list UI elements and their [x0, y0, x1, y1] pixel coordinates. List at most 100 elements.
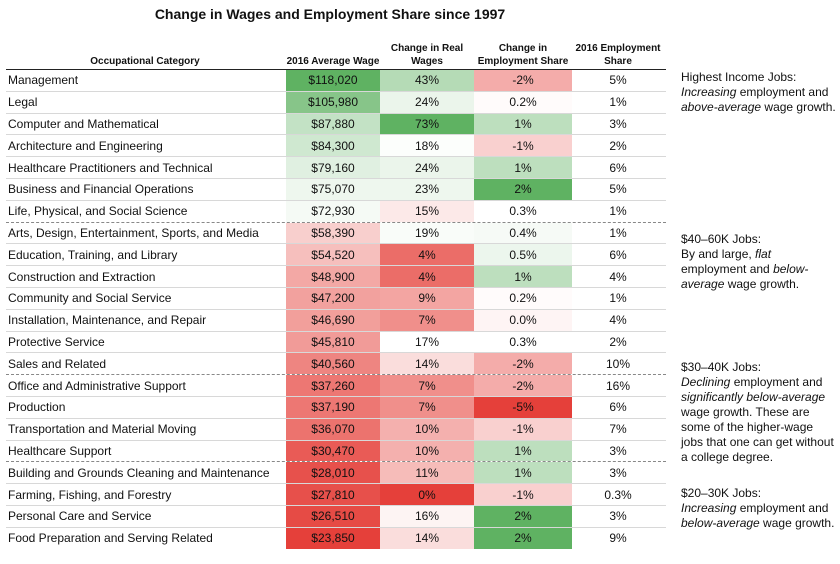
- header-change-real-wages: Change in Real Wages: [390, 43, 464, 67]
- employment-share-change-cell: -5%: [474, 396, 572, 418]
- employment-share-change-cell: 0.3%: [474, 331, 572, 353]
- header-change-employment-share: Change in Employment Share: [477, 43, 569, 67]
- table-row: Building and Grounds Cleaning and Mainte…: [6, 461, 666, 484]
- data-table: Management $118,020 43% -2% 5% Legal $105,980 2…: [6, 69, 666, 549]
- category-cell: Arts, Design, Entertainment, Sports, and…: [8, 225, 259, 240]
- category-cell: Food Preparation and Serving Related: [8, 531, 213, 546]
- category-cell: Architecture and Engineering: [8, 138, 163, 153]
- real-wages-cell: 10%: [380, 440, 474, 462]
- annotation-text: Declining: [681, 375, 731, 389]
- employment-share-cell: 3%: [609, 509, 627, 524]
- employment-share-cell: 5%: [609, 182, 627, 197]
- wage-cell: $79,160: [286, 157, 380, 178]
- employment-share-cell: 4%: [609, 269, 627, 284]
- category-cell: Management: [8, 73, 79, 88]
- category-cell: Business and Financial Operations: [8, 182, 194, 197]
- table-row: Healthcare Support $30,470 10% 1% 3%: [6, 439, 666, 462]
- employment-share-change-cell: 2%: [474, 505, 572, 527]
- employment-share-cell: 1%: [609, 225, 627, 240]
- category-cell: Production: [8, 400, 66, 415]
- wage-cell: $46,690: [286, 309, 380, 331]
- real-wages-cell: 16%: [380, 505, 474, 527]
- table-row: Transportation and Material Moving $36,07…: [6, 417, 666, 440]
- employment-share-change-cell: 0.5%: [474, 244, 572, 266]
- wage-cell: $23,850: [286, 527, 380, 549]
- real-wages-cell: 19%: [380, 222, 474, 244]
- wage-cell: $87,880: [286, 113, 380, 135]
- real-wages-cell: 43%: [380, 70, 474, 91]
- employment-share-change-cell: -1%: [474, 418, 572, 440]
- annotation-text: employment and: [730, 375, 823, 389]
- table-row: Community and Social Service $47,200 9% 0.2…: [6, 286, 666, 309]
- real-wages-cell: 7%: [380, 396, 474, 418]
- employment-share-change-cell: 1%: [474, 462, 572, 484]
- category-cell: Legal: [8, 95, 38, 110]
- employment-share-cell: 1%: [609, 95, 627, 110]
- real-wages-cell: 14%: [380, 527, 474, 549]
- real-wages-cell: 23%: [380, 178, 474, 200]
- employment-share-change-cell: 2%: [474, 178, 572, 200]
- annotation-30-40k: $30–40K Jobs: Declining employment and si…: [681, 360, 837, 465]
- annotation-20-30k: $20–30K Jobs: Increasing employment and b…: [681, 486, 837, 531]
- annotation-text: employment and: [681, 262, 774, 276]
- real-wages-cell: 9%: [380, 287, 474, 309]
- annotation-text: wage growth.: [724, 277, 800, 291]
- header-average-wage: 2016 Average Wage: [286, 56, 380, 67]
- wage-cell: $37,190: [286, 396, 380, 418]
- real-wages-cell: 24%: [380, 91, 474, 113]
- real-wages-cell: 7%: [380, 309, 474, 331]
- employment-share-cell: 1%: [609, 204, 627, 219]
- employment-share-cell: 6%: [609, 247, 627, 262]
- employment-share-cell: 9%: [609, 531, 627, 546]
- chart-title: Change in Wages and Employment Share sin…: [154, 6, 506, 22]
- wage-cell: $72,930: [286, 200, 380, 222]
- category-cell: Education, Training, and Library: [8, 247, 178, 262]
- wage-cell: $30,470: [286, 440, 380, 462]
- annotation-text: wage growth.: [759, 516, 835, 530]
- real-wages-cell: 4%: [380, 244, 474, 266]
- annotation-text: below-average: [681, 516, 760, 530]
- table-row: Legal $105,980 24% 0.2% 1%: [6, 90, 666, 113]
- real-wages-cell: 0%: [380, 484, 474, 505]
- table-row: Life, Physical, and Social Science $72,93…: [6, 199, 666, 222]
- table-row: Food Preparation and Serving Related $23,…: [6, 526, 666, 549]
- table-row: Office and Administrative Support $37,260…: [6, 374, 666, 396]
- category-cell: Healthcare Practitioners and Technical: [8, 160, 213, 175]
- header-employment-share: 2016 Employment Share: [575, 43, 661, 67]
- employment-share-change-cell: 1%: [474, 440, 572, 462]
- employment-share-cell: 4%: [609, 313, 627, 328]
- category-cell: Protective Service: [8, 334, 105, 349]
- employment-share-change-cell: -1%: [474, 484, 572, 505]
- employment-share-change-cell: -2%: [474, 70, 572, 91]
- category-cell: Transportation and Material Moving: [8, 422, 197, 437]
- annotation-text: wage growth. These are some of the highe…: [681, 405, 834, 464]
- annotation-text: $20–30K Jobs:: [681, 486, 762, 500]
- category-cell: Community and Social Service: [8, 291, 172, 306]
- annotation-text: below-average: [681, 262, 809, 291]
- employment-share-change-cell: 0.3%: [474, 200, 572, 222]
- annotation-text: By and large,: [681, 247, 756, 261]
- wage-cell: $26,510: [286, 505, 380, 527]
- employment-share-change-cell: -2%: [474, 353, 572, 375]
- employment-share-cell: 3%: [609, 465, 627, 480]
- employment-share-change-cell: -2%: [474, 375, 572, 396]
- table-row: Arts, Design, Entertainment, Sports, and…: [6, 221, 666, 244]
- wage-cell: $45,810: [286, 331, 380, 353]
- real-wages-cell: 14%: [380, 353, 474, 375]
- employment-share-change-cell: -1%: [474, 135, 572, 157]
- employment-share-change-cell: 2%: [474, 527, 572, 549]
- employment-share-cell: 1%: [609, 291, 627, 306]
- table-row: Installation, Maintenance, and Repair $46…: [6, 308, 666, 331]
- real-wages-cell: 18%: [380, 135, 474, 157]
- table-row: Construction and Extraction $48,900 4% 1% 4%: [6, 265, 666, 287]
- table-row: Production $37,190 7% -5% 6%: [6, 395, 666, 418]
- employment-share-cell: 2%: [609, 334, 627, 349]
- table-row: Education, Training, and Library $54,520 4…: [6, 243, 666, 266]
- table-row: Sales and Related $40,560 14% -2% 10%: [6, 352, 666, 375]
- category-cell: Construction and Extraction: [8, 269, 156, 284]
- employment-share-change-cell: 0.2%: [474, 287, 572, 309]
- employment-share-cell: 3%: [609, 443, 627, 458]
- wage-cell: $37,260: [286, 375, 380, 396]
- wage-cell: $40,560: [286, 353, 380, 375]
- annotation-text: Increasing: [681, 501, 737, 515]
